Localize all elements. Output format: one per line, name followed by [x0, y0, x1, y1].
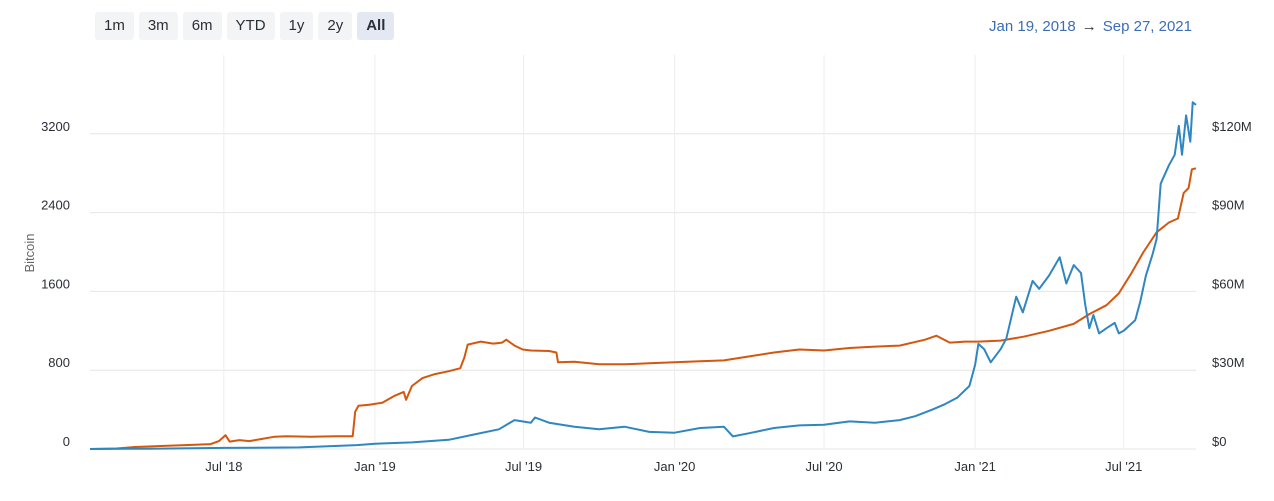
y-right-tick-label: $0 — [1212, 434, 1226, 449]
range-2y-button[interactable]: 2y — [318, 12, 353, 40]
x-tick-label: Jul '18 — [205, 459, 242, 474]
x-tick-label: Jan '21 — [954, 459, 996, 474]
range-1m-button[interactable]: 1m — [95, 12, 134, 40]
range-3m-button[interactable]: 3m — [138, 12, 178, 40]
series-lines — [89, 101, 1197, 450]
y-left-tick-label: 3200 — [41, 119, 70, 134]
range-ytd-button[interactable]: YTD — [226, 12, 275, 40]
y-axis-left-title: Bitcoin — [22, 233, 37, 272]
series-line-1 — [89, 167, 1197, 450]
date-range: Jan 19, 2018 → Sep 27, 2021 — [989, 18, 1192, 35]
x-tick-label: Jan '19 — [354, 459, 396, 474]
y-left-tick-label: 2400 — [41, 198, 70, 213]
range-selector: 1m 3m 6m YTD 1y 2y All — [95, 12, 395, 40]
arrow-right-icon: → — [1081, 18, 1097, 35]
x-tick-label: Jul '21 — [1105, 459, 1142, 474]
x-tick-label: Jan '20 — [654, 459, 696, 474]
x-tick-label: Jul '20 — [805, 459, 842, 474]
x-tick-label: Jul '19 — [505, 459, 542, 474]
date-range-from[interactable]: Jan 19, 2018 — [989, 18, 1076, 35]
y-left-tick-label: 0 — [63, 434, 70, 449]
range-all-button[interactable]: All — [357, 12, 395, 40]
y-right-tick-label: $90M — [1212, 198, 1245, 213]
axis-ticks: 0 800 1600 2400 3200 $0 $30M $60M $90M $120M Jul '… — [41, 119, 1252, 474]
series-line-2 — [89, 101, 1197, 450]
range-6m-button[interactable]: 6m — [182, 12, 222, 40]
grid-lines — [90, 55, 1196, 450]
date-range-to[interactable]: Sep 27, 2021 — [1102, 18, 1192, 35]
range-1y-button[interactable]: 1y — [279, 12, 314, 40]
y-right-tick-label: $60M — [1212, 276, 1245, 291]
y-right-tick-label: $120M — [1212, 119, 1252, 134]
y-right-tick-label: $30M — [1212, 355, 1245, 370]
y-left-tick-label: 800 — [48, 355, 70, 370]
y-left-tick-label: 1600 — [41, 276, 70, 291]
